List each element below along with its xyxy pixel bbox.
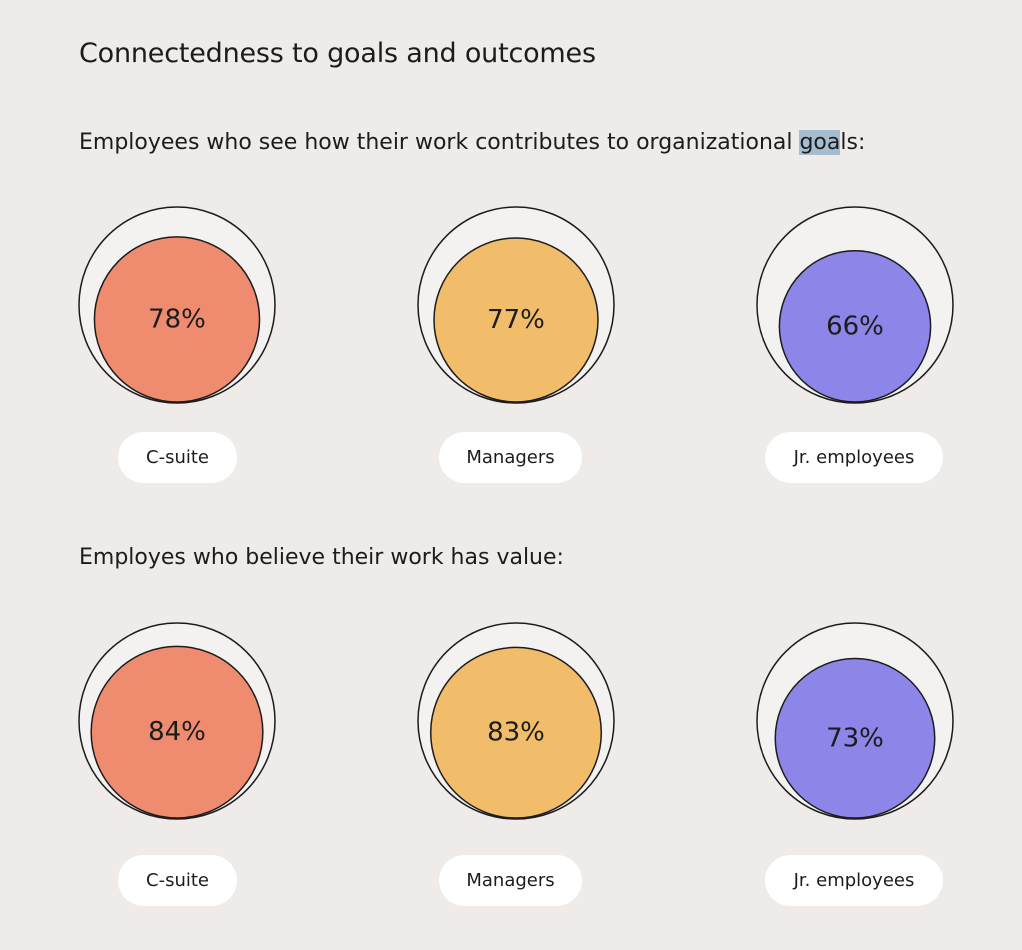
category-pill-c-suite: C-suite [118,432,237,483]
value-bubble-chart: 84% 83% 73% [78,622,954,820]
value-label-jr-employees: 66% [826,311,884,341]
value-label-managers: 83% [487,718,545,748]
value-bubble-c-suite [90,645,264,819]
section-heading-value: Employes who believe their work has valu… [79,545,564,570]
value-bubble-jr-employees [774,657,936,819]
value-bubble-managers [433,237,599,403]
value-label-jr-employees: 73% [826,723,884,753]
value-bubble-managers [429,646,603,819]
category-pill-managers: Managers [439,855,582,906]
value-bubble-jr-employees [778,250,932,403]
page-title: Connectedness to goals and outcomes [79,38,596,69]
value-label-c-suite: 78% [148,304,206,334]
value-bubble-c-suite [93,236,261,403]
goals-bubble-chart: 78% 77% 66% [78,206,954,404]
category-pill-managers: Managers [439,432,582,483]
value-label-c-suite: 84% [148,717,206,747]
heading-text-part-1: Employees who see how their work contrib… [79,130,800,155]
section-heading-goals: Employees who see how their work contrib… [79,130,865,155]
category-pill-c-suite: C-suite [118,855,237,906]
category-pill-jr-employees: Jr. employees [765,432,943,483]
value-label-managers: 77% [487,305,545,335]
selection-highlight: goa [799,130,841,155]
heading-text-part-3: l [840,130,847,155]
category-pill-jr-employees: Jr. employees [765,855,943,906]
heading-text-part-4: s: [846,130,866,155]
